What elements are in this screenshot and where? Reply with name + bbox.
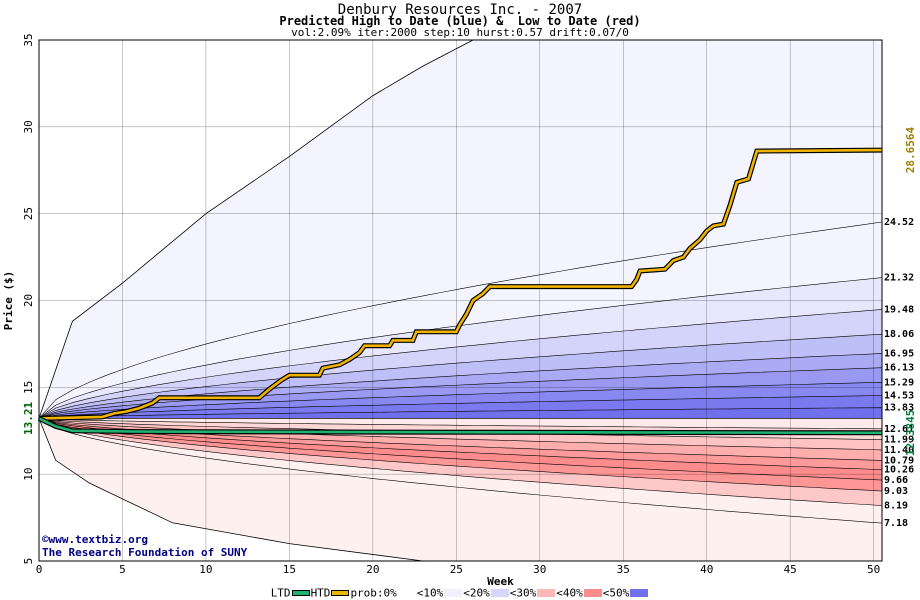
high-band-label-7: 21.32: [884, 273, 914, 284]
low-band-label-6: 9.03: [884, 486, 908, 497]
high-band-label-4: 16.95: [884, 348, 914, 359]
plot-frame: [38, 39, 883, 562]
legend-swatch-7: [630, 589, 649, 598]
x-tick-label-5: 25: [450, 563, 463, 576]
legend-swatch-0: [291, 590, 310, 597]
high-band-label-5: 18.06: [884, 329, 914, 340]
y-axis-label: Price ($): [2, 271, 15, 331]
high-band-label-3: 16.13: [884, 363, 914, 374]
legend-swatch-6: [583, 589, 602, 598]
low-outer-line: [38, 418, 423, 562]
y-tick-label-3: 20: [22, 294, 35, 307]
low-band-label-7: 8.19: [884, 501, 908, 512]
high-band-label-1: 14.53: [884, 390, 914, 401]
start-price-label: 13.21: [22, 401, 35, 434]
chart-params: vol:2.09% iter:2000 step:10 hurst:0.57 d…: [291, 26, 629, 39]
legend-swatch-1: [331, 590, 350, 597]
legend-item-1: HTD: [310, 586, 351, 600]
legend-label-3: <10%: [416, 586, 444, 600]
legend-item-3: <10%: [416, 586, 464, 600]
legend-swatch-2: [397, 589, 416, 598]
credit-website: ©www.textbiz.org: [42, 533, 148, 546]
x-tick-label-7: 35: [617, 563, 630, 576]
legend-item-7: <50%: [602, 586, 650, 600]
legend-swatch-5: [537, 589, 556, 598]
x-tick-label-0: 0: [36, 563, 43, 576]
high-outer-line: [38, 39, 474, 419]
x-tick-label-9: 45: [784, 563, 797, 576]
low-band-label-0: 12.61: [884, 424, 914, 435]
y-tick-label-5: 30: [22, 120, 35, 133]
htd-end-label: 28.6564: [904, 127, 917, 174]
series-ltd-line: [38, 417, 883, 435]
high-band-label-6: 19.48: [884, 305, 914, 316]
legend-label-6: <40%: [556, 586, 583, 600]
x-tick-label-10: 50: [867, 563, 880, 576]
legend-swatch-4: [490, 589, 509, 598]
credit-organization: The Research Foundation of SUNY: [42, 546, 248, 559]
y-tick-label-4: 25: [22, 207, 35, 220]
high-band-label-8: 24.52: [884, 217, 914, 228]
chart-subtitle: Predicted High to Date (blue) & Low to D…: [279, 14, 641, 28]
low-band-label-3: 10.79: [884, 455, 914, 466]
x-tick-label-1: 5: [119, 563, 126, 576]
low-band-label-4: 10.26: [884, 465, 914, 476]
legend-item-2: prob:0%: [350, 586, 416, 600]
x-tick-label-2: 10: [199, 563, 212, 576]
y-tick-label-6: 35: [22, 33, 35, 46]
legend-label-2: prob:0%: [350, 586, 397, 600]
legend-item-0: LTD: [270, 586, 311, 600]
low-band-label-5: 9.66: [884, 475, 908, 486]
series-htd-line: [38, 148, 883, 420]
y-tick-label-2: 15: [22, 381, 35, 394]
legend-item-4: <20%: [463, 586, 510, 600]
high-band-label-2: 15.29: [884, 377, 914, 388]
x-tick-label-3: 15: [283, 563, 296, 576]
legend-label-7: <50%: [602, 586, 630, 600]
high-band-label-0: 13.83: [884, 403, 914, 414]
low-band-label-8: 7.18: [884, 518, 908, 529]
legend-label-0: LTD: [270, 586, 291, 600]
low-band-label-2: 11.40: [884, 445, 914, 456]
legend-label-4: <20%: [463, 586, 490, 600]
x-tick-label-4: 20: [366, 563, 379, 576]
legend-swatch-3: [444, 589, 463, 598]
legend: LTD HTD prob:0% <10% <20% <30% <40% <50%: [0, 586, 920, 600]
ltd-end-label: 12.3845: [904, 410, 917, 456]
x-tick-label-8: 40: [700, 563, 713, 576]
chart-title: Denbury Resources Inc. - 2007: [337, 2, 583, 18]
legend-label-5: <30%: [509, 586, 537, 600]
legend-item-6: <40%: [556, 586, 603, 600]
x-tick-label-6: 30: [533, 563, 546, 576]
y-tick-label-1: 10: [22, 468, 35, 481]
y-tick-label-0: 5: [22, 558, 35, 565]
legend-label-1: HTD: [310, 586, 331, 600]
legend-item-5: <30%: [509, 586, 557, 600]
x-axis-label: Week: [487, 575, 514, 588]
low-band-label-1: 11.99: [884, 435, 914, 446]
